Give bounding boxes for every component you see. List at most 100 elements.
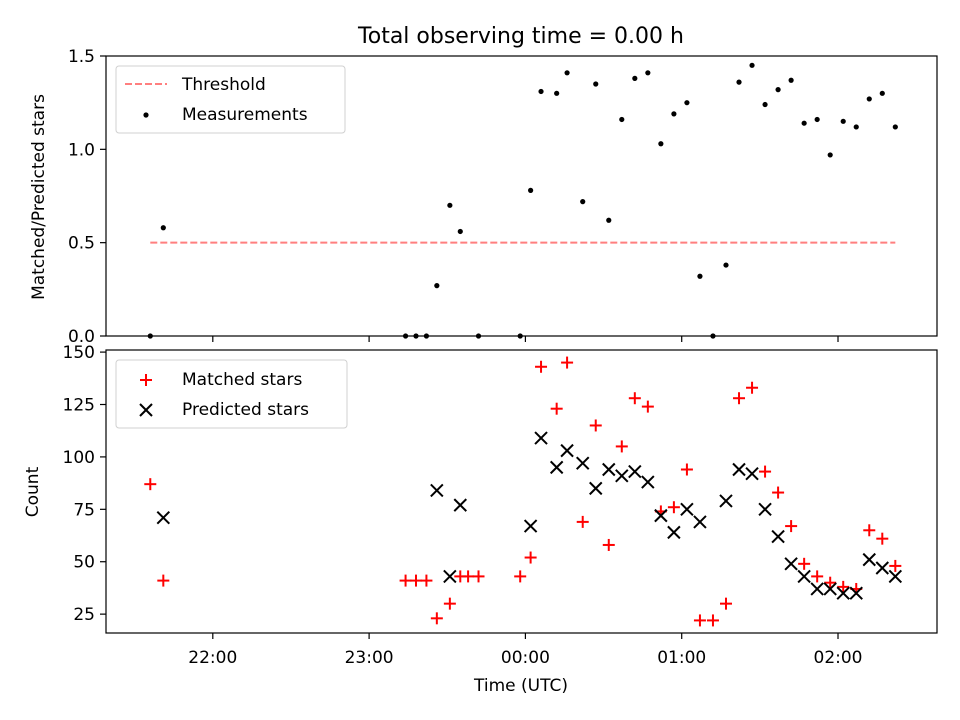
predicted-stars-point bbox=[667, 525, 681, 540]
matched-stars-point bbox=[561, 356, 574, 369]
measurement-point bbox=[801, 120, 807, 126]
measurement-point bbox=[697, 273, 703, 279]
top-y-axis-label: Matched/Predicted stars bbox=[29, 94, 49, 300]
predicted-stars-point-stroke bbox=[862, 552, 876, 567]
predicted-stars-point-stroke bbox=[602, 462, 616, 477]
bottom-y-axis-label: Count bbox=[23, 466, 43, 517]
predicted-stars-point-stroke bbox=[875, 561, 890, 575]
top-legend: Threshold Measurements bbox=[115, 65, 346, 134]
predicted-stars-point bbox=[797, 569, 811, 584]
predicted-stars-point-stroke bbox=[628, 464, 642, 479]
predicted-stars-point-stroke bbox=[758, 502, 772, 517]
matched-stars-point bbox=[746, 381, 759, 394]
measurements-legend-swatch bbox=[143, 112, 149, 118]
measurement-point bbox=[580, 199, 586, 205]
matched-stars-point bbox=[811, 570, 824, 583]
matched-stars-point bbox=[837, 580, 850, 593]
matched-stars-point bbox=[863, 524, 876, 537]
predicted-stars-point bbox=[888, 569, 903, 584]
measurement-point bbox=[160, 225, 166, 231]
predicted-stars-point bbox=[875, 561, 890, 575]
measurement-point bbox=[658, 141, 664, 147]
bottom-data-layer bbox=[144, 356, 903, 627]
predicted-stars-point bbox=[719, 494, 733, 508]
predicted-stars-point-stroke bbox=[771, 529, 785, 544]
x-axis: 22:00 23:00 00:00 01:00 02:00 bbox=[188, 336, 863, 668]
predicted-stars-point bbox=[628, 464, 642, 479]
x-tick-label: 02:00 bbox=[814, 648, 863, 668]
measurement-point bbox=[853, 124, 859, 130]
measurement-point bbox=[762, 101, 768, 108]
predicted-stars-point-stroke bbox=[797, 569, 811, 584]
bottom-axes: 25 50 75 100 125 150 Count Matched stars Pred… bbox=[23, 343, 938, 634]
predicted-stars-point bbox=[771, 529, 785, 544]
bottom-y-tick-label: 125 bbox=[63, 396, 95, 416]
matched-stars-point bbox=[399, 574, 412, 587]
top-y-tick-label: 1.0 bbox=[68, 140, 95, 160]
matched-stars-point bbox=[667, 501, 680, 514]
measurement-point bbox=[606, 217, 612, 223]
bottom-y-tick-label: 100 bbox=[63, 448, 95, 468]
bottom-y-tick-label: 50 bbox=[73, 553, 95, 573]
predicted-stars-point-stroke bbox=[534, 431, 548, 445]
predicted-stars-point bbox=[615, 469, 629, 483]
measurement-point bbox=[788, 77, 794, 83]
predicted-stars-point bbox=[602, 462, 616, 477]
matched-stars-point bbox=[443, 597, 456, 610]
measurement-point bbox=[554, 90, 560, 96]
matched-stars-point bbox=[680, 463, 693, 476]
matched-stars-point bbox=[628, 392, 641, 405]
matched-stars-point bbox=[706, 614, 719, 627]
measurement-point bbox=[775, 87, 781, 93]
predicted-stars-point-stroke bbox=[549, 460, 564, 475]
predicted-stars-point-stroke bbox=[430, 483, 444, 498]
predicted-stars-point bbox=[589, 481, 603, 496]
predicted-stars-point bbox=[576, 456, 590, 470]
predicted-stars-point-stroke bbox=[560, 443, 574, 458]
measurement-point bbox=[840, 118, 846, 124]
matched-stars-point bbox=[409, 574, 422, 587]
measurement-point bbox=[749, 62, 755, 68]
matched-stars-point bbox=[462, 570, 475, 583]
measurement-point bbox=[645, 70, 651, 76]
matched-stars-point bbox=[641, 400, 654, 413]
predicted-stars-point bbox=[523, 519, 538, 533]
matched-stars-point bbox=[824, 576, 837, 589]
matched-stars-point bbox=[889, 559, 902, 572]
predicted-stars-point-stroke bbox=[680, 502, 694, 517]
matched-stars-point bbox=[589, 419, 602, 432]
measurement-point bbox=[723, 262, 729, 268]
predicted-stars-point bbox=[156, 510, 171, 525]
predicted-stars-point bbox=[836, 586, 850, 600]
predicted-stars-point-stroke bbox=[745, 466, 759, 481]
predicted-stars-point bbox=[693, 515, 707, 529]
matched-stars-point bbox=[524, 551, 537, 564]
predicted-stars-point bbox=[680, 502, 694, 517]
threshold-legend-label: Threshold bbox=[181, 75, 266, 95]
measurement-point bbox=[814, 116, 820, 123]
predicted-stars-point-stroke bbox=[443, 569, 457, 584]
predicted-stars-point bbox=[534, 431, 548, 445]
measurement-point bbox=[538, 88, 544, 95]
matched-stars-point bbox=[876, 532, 889, 545]
measurement-point bbox=[879, 90, 885, 96]
matched-stars-point bbox=[602, 538, 615, 551]
measurement-point bbox=[684, 100, 690, 106]
measurement-point bbox=[736, 79, 742, 85]
bottom-y-tick-label: 25 bbox=[73, 605, 95, 625]
matched-stars-point bbox=[430, 612, 443, 625]
predicted-stars-point-stroke bbox=[654, 508, 668, 523]
bottom-y-axis: 25 50 75 100 125 150 bbox=[63, 343, 106, 625]
bottom-plot-frame bbox=[105, 349, 938, 634]
top-plot-frame bbox=[105, 55, 938, 337]
measurement-point bbox=[632, 75, 638, 81]
top-data-layer bbox=[147, 62, 898, 339]
predicted-stars-point-stroke bbox=[615, 469, 629, 483]
matched-stars-point bbox=[514, 570, 527, 583]
predicted-stars-point bbox=[784, 557, 798, 571]
predicted-stars-point-stroke bbox=[453, 498, 467, 512]
matched-stars-point bbox=[144, 478, 157, 491]
measurement-point bbox=[671, 111, 677, 117]
predicted-stars-point bbox=[654, 508, 668, 523]
